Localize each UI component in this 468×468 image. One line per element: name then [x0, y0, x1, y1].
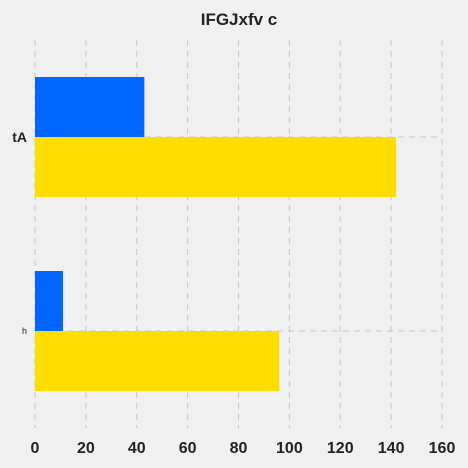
x-tick-label: 140 [378, 440, 405, 457]
x-tick-label: 120 [327, 440, 354, 457]
y-tick-label: h [22, 326, 27, 336]
x-tick-label: 60 [179, 440, 197, 457]
y-tick-label: tA [12, 129, 27, 145]
x-tick-label: 0 [31, 440, 40, 457]
x-tick-label: 40 [128, 440, 146, 457]
x-axis-ticks: 0 20 40 60 80 100 120 140 160 [31, 440, 456, 457]
chart-title: IFGJxfv c [201, 10, 278, 29]
x-tick-label: 20 [77, 440, 95, 457]
x-tick-label: 80 [230, 440, 248, 457]
x-tick-label: 100 [276, 440, 303, 457]
bar-series-1-tA [35, 77, 145, 137]
bar-series-2-h [35, 331, 280, 391]
bars [35, 77, 397, 391]
y-axis-ticks: tA h [12, 129, 27, 336]
bar-series-2-tA [35, 137, 397, 197]
bar-series-1-h [35, 271, 63, 331]
x-tick-label: 160 [429, 440, 456, 457]
